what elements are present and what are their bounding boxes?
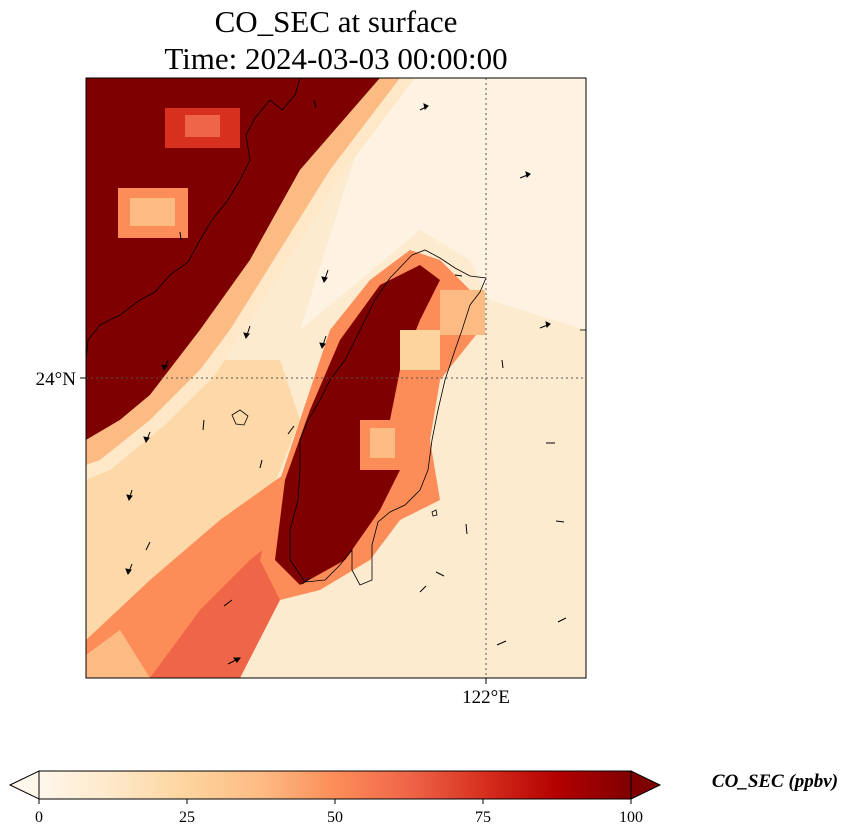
colorbar-tick-label: 0 [35, 809, 43, 826]
gridlines [86, 78, 586, 678]
colorbar-bar [38, 770, 632, 800]
colorbar-ticks: 0 25 50 75 100 [35, 799, 643, 826]
map-title: CO_SEC at surface [214, 4, 458, 39]
lat-tick-label: 24°N [36, 369, 77, 390]
map-timestamp: Time: 2024-03-03 00:00:00 [164, 41, 508, 76]
coastline [86, 78, 586, 586]
colorbar-tick-label: 100 [619, 809, 643, 826]
colorbar-title: CO_SEC (ppbv) [712, 771, 838, 792]
colorbar-extend-high [630, 770, 662, 800]
colorbar: 0 25 50 75 100 CO_SEC (ppbv) [8, 770, 838, 826]
colorbar-tick-label: 50 [327, 809, 343, 826]
lon-tick-label: 122°E [462, 687, 510, 708]
colorbar-tick-label: 25 [179, 809, 195, 826]
colorbar-extend-low [8, 770, 40, 800]
wind-vectors [125, 99, 567, 665]
colorbar-tick-label: 75 [475, 809, 491, 826]
